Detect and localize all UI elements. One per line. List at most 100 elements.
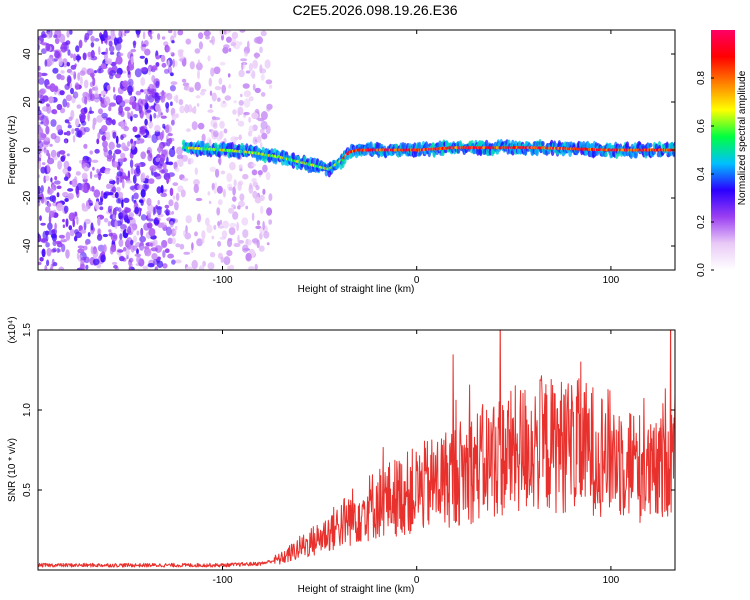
- spectrogram-cell: [56, 192, 60, 198]
- signal-band-cell: [444, 148, 448, 154]
- spectrogram-cell: [126, 65, 130, 72]
- spectrogram-cell: [87, 51, 92, 58]
- spectrogram-cell: [257, 134, 261, 140]
- spectrogram-cell: [88, 89, 92, 99]
- spectrogram-cell: [107, 221, 111, 227]
- spectrogram-cell: [38, 116, 42, 121]
- spectrogram-cell: [260, 120, 268, 130]
- spectrogram-cell: [48, 96, 54, 104]
- spectrogram-cell: [245, 205, 249, 210]
- spectrogram-cell: [169, 85, 176, 92]
- spectrogram-cell: [146, 218, 154, 222]
- spectrogram-cell: [264, 59, 271, 69]
- spectrogram-cell: [50, 119, 57, 127]
- spectrogram-cell: [168, 137, 173, 144]
- spectrogram-cell: [216, 207, 221, 216]
- spectrogram-cell: [168, 199, 174, 207]
- spectrogram-cell: [187, 104, 193, 113]
- spectrogram-cell: [156, 186, 162, 194]
- spectrogram-cell: [266, 242, 270, 246]
- colorbar-tick-label: 0.8: [696, 71, 707, 85]
- spectrogram-cell: [221, 230, 228, 239]
- spectrogram-cell: [160, 192, 168, 198]
- spectrogram-cell: [67, 192, 74, 200]
- spectrogram-cell: [157, 33, 161, 40]
- spectrogram-cell: [134, 140, 142, 145]
- spectrogram-cell: [97, 132, 101, 140]
- spectrogram-cell: [213, 224, 217, 230]
- spectrogram-cell: [208, 77, 212, 87]
- spectrogram-cell: [99, 206, 104, 211]
- spectrogram-cell: [70, 64, 77, 70]
- spectrogram-cell: [260, 30, 267, 37]
- spectrogram-cell: [53, 156, 58, 161]
- spectrogram-cell: [128, 91, 133, 96]
- spectrogram-cell: [203, 30, 211, 37]
- spectrogram-cell: [233, 242, 241, 248]
- spectrogram-cell: [87, 112, 90, 122]
- spectrogram-cell: [98, 46, 101, 55]
- spectrogram-cell: [124, 30, 130, 34]
- spectrogram-cell: [66, 102, 70, 108]
- spectrogram-cell: [167, 253, 175, 259]
- spectrogram-cell: [238, 164, 243, 169]
- spectrogram-cell: [155, 80, 160, 89]
- spectrogram-cell: [179, 243, 185, 250]
- spectrogram-cell: [255, 185, 260, 191]
- spectrogram-cell: [88, 197, 91, 204]
- snr-xlabel: Height of straight line (km): [298, 584, 415, 595]
- spectrogram-cell: [53, 180, 61, 185]
- spectrogram-cell: [141, 172, 146, 182]
- spectrogram-cell: [123, 126, 129, 132]
- spectrogram-cell: [130, 244, 135, 253]
- spectrogram-cell: [123, 197, 130, 203]
- spectrogram-cell: [228, 207, 234, 214]
- spectrogram-cell: [54, 50, 61, 59]
- spectrogram-cell: [103, 244, 107, 253]
- spectrogram-cell: [197, 59, 201, 67]
- spectrogram-cell: [46, 163, 50, 173]
- spectrogram-cell: [143, 184, 150, 190]
- spectrogram-cell: [159, 131, 164, 141]
- spectrogram-cell: [68, 225, 73, 231]
- spectrogram-cell: [178, 58, 184, 62]
- spectrogram-cell: [226, 36, 232, 43]
- spectrogram-cell: [69, 71, 75, 76]
- spectrogram-cell: [90, 35, 95, 42]
- spectrogram-cell: [155, 174, 162, 180]
- spectrogram-cell: [232, 109, 237, 115]
- spectrogram-cell: [194, 48, 201, 54]
- spectrogram-cell: [239, 30, 246, 33]
- spectrogram-cell: [64, 210, 67, 215]
- signal-band-cell: [213, 142, 218, 148]
- spectrogram-cell: [217, 221, 221, 227]
- spectrogram-cell: [130, 48, 137, 53]
- signal-band-cell: [242, 144, 246, 151]
- spectrogram-cell: [112, 214, 116, 220]
- spectrogram-cell: [54, 37, 60, 45]
- spectrogram-cell: [211, 235, 215, 240]
- spectrogram-cell: [223, 44, 230, 49]
- spectrogram-cell: [260, 92, 266, 97]
- spectrogram-cell: [238, 200, 245, 208]
- spectrogram-cell: [58, 234, 65, 239]
- spectrogram-cell: [77, 248, 85, 254]
- y-tick-label: -20: [22, 190, 33, 205]
- spectrogram-cell: [64, 119, 70, 124]
- spectrogram-cell: [130, 239, 134, 246]
- spectrogram-cell: [109, 205, 113, 210]
- spectrogram-cell: [77, 54, 80, 63]
- spectrogram-cell: [111, 161, 119, 168]
- spectrogram-cell: [251, 112, 259, 120]
- x-tick-label: 0: [414, 575, 420, 586]
- spectrogram-cell: [38, 71, 42, 78]
- spectrogram-cell: [207, 55, 211, 62]
- spectrogram-cell: [176, 153, 184, 160]
- spectrogram-cell: [40, 166, 46, 174]
- spectrogram-cell: [228, 264, 235, 270]
- signal-band-cell: [456, 148, 461, 154]
- spectrogram-cell: [121, 142, 126, 150]
- signal-band-cell: [648, 142, 653, 148]
- spectrogram-cell: [93, 70, 97, 74]
- spectrogram-cell: [39, 215, 42, 222]
